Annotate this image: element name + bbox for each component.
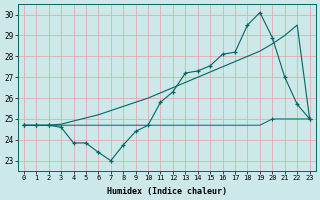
X-axis label: Humidex (Indice chaleur): Humidex (Indice chaleur) [107, 187, 227, 196]
